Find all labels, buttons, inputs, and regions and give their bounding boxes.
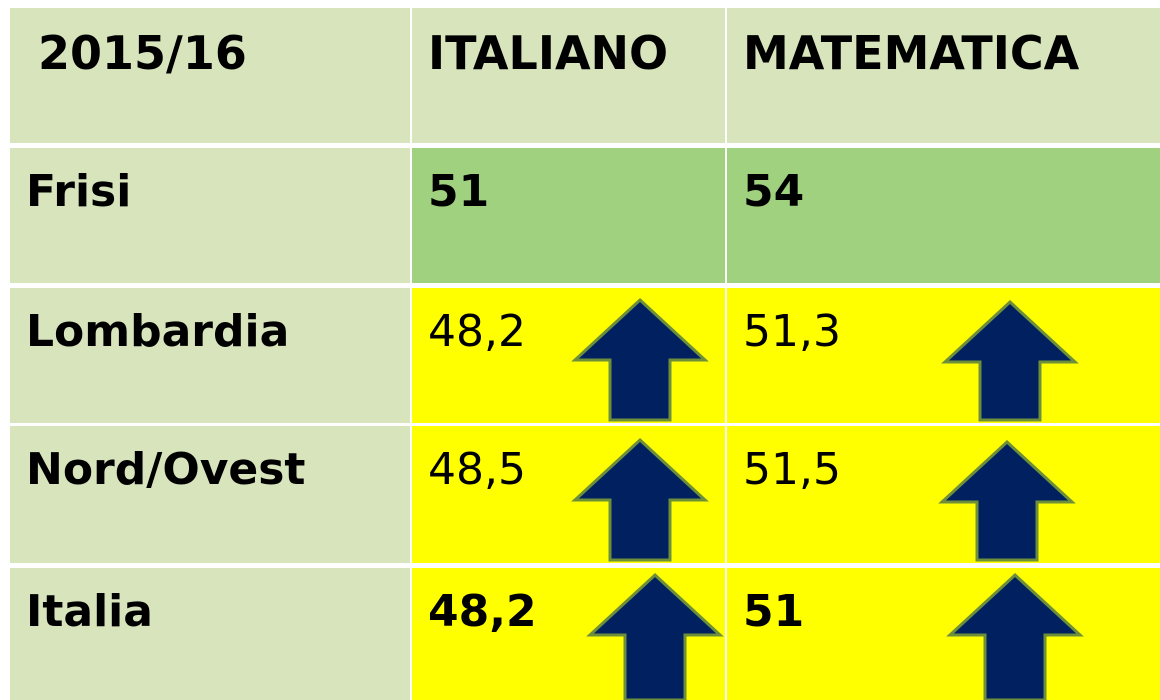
- cell-value: 51,5: [743, 444, 841, 495]
- row-label: Frisi: [26, 166, 132, 217]
- up-arrow: [938, 439, 1076, 562]
- row-label: Nord/Ovest: [26, 444, 306, 495]
- cell-value: 48,5: [428, 444, 526, 495]
- cell-value: 54: [743, 166, 805, 217]
- table-cell: Italia: [10, 568, 410, 700]
- header-cell: 2015/16: [10, 8, 410, 143]
- up-arrow: [571, 437, 709, 562]
- cell-value: 48,2: [428, 306, 526, 357]
- row-label: Lombardia: [26, 306, 290, 357]
- header-text: ITALIANO: [428, 26, 669, 80]
- cell-value: 51,3: [743, 306, 841, 357]
- up-arrow: [586, 572, 724, 700]
- table-cell: 48,5: [412, 426, 725, 563]
- table-cell: 51,3: [727, 288, 1160, 423]
- table-cell: Frisi: [10, 148, 410, 283]
- up-arrow: [946, 572, 1084, 700]
- table-cell: Lombardia: [10, 288, 410, 423]
- table-cell: 51: [727, 568, 1160, 700]
- header-text: MATEMATICA: [743, 26, 1080, 80]
- up-arrow: [941, 299, 1079, 422]
- table-cell: 54: [727, 148, 1160, 283]
- header-cell: ITALIANO: [412, 8, 725, 143]
- table-cell: 51,5: [727, 426, 1160, 563]
- cell-value: 51: [743, 586, 805, 637]
- row-label: Italia: [26, 586, 153, 637]
- header-text: 2015/16: [38, 26, 247, 80]
- cell-value: 48,2: [428, 586, 537, 637]
- up-arrow: [571, 297, 709, 422]
- table-cell: 51: [412, 148, 725, 283]
- header-cell: MATEMATICA: [727, 8, 1160, 143]
- table-cell: Nord/Ovest: [10, 426, 410, 563]
- cell-value: 51: [428, 166, 490, 217]
